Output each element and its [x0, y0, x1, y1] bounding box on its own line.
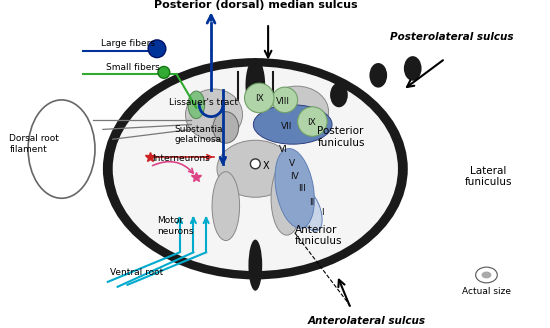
Text: Small fibers: Small fibers [106, 63, 160, 72]
Ellipse shape [188, 91, 205, 119]
Text: I: I [321, 208, 323, 216]
Ellipse shape [212, 172, 240, 240]
Text: Anterolateral sulcus: Anterolateral sulcus [307, 316, 426, 326]
Ellipse shape [265, 86, 328, 137]
Text: IV: IV [290, 172, 299, 181]
Circle shape [298, 107, 327, 136]
Circle shape [272, 87, 298, 113]
Text: III: III [299, 184, 306, 193]
Ellipse shape [370, 63, 387, 88]
Text: Large fibers: Large fibers [101, 39, 155, 48]
Text: VII: VII [281, 122, 293, 131]
Ellipse shape [245, 58, 265, 112]
Ellipse shape [297, 189, 322, 231]
Text: IX: IX [307, 118, 316, 127]
Text: Posterior
funiculus: Posterior funiculus [317, 127, 365, 148]
Text: Ventral root: Ventral root [110, 268, 163, 277]
Ellipse shape [185, 89, 243, 140]
Circle shape [148, 40, 166, 58]
Circle shape [158, 67, 170, 78]
Ellipse shape [275, 149, 315, 228]
Text: Dorsal root
filament: Dorsal root filament [9, 134, 59, 154]
Text: Anterior
funiculus: Anterior funiculus [295, 225, 342, 246]
Ellipse shape [482, 272, 491, 278]
Text: Lissauer's tract: Lissauer's tract [169, 98, 238, 107]
Ellipse shape [213, 112, 239, 143]
Text: Posterolateral sulcus: Posterolateral sulcus [390, 32, 514, 42]
Ellipse shape [113, 67, 398, 271]
Circle shape [245, 83, 274, 113]
Text: II: II [309, 198, 314, 207]
Text: Posterior (dorsal) median sulcus: Posterior (dorsal) median sulcus [153, 0, 357, 10]
Ellipse shape [217, 140, 294, 197]
Ellipse shape [103, 58, 408, 279]
Text: Actual size: Actual size [462, 287, 511, 296]
Ellipse shape [330, 83, 348, 107]
Text: V: V [289, 159, 295, 168]
Ellipse shape [254, 105, 332, 144]
Text: Interneurons: Interneurons [152, 154, 210, 163]
Text: Motor
neurons: Motor neurons [157, 216, 194, 236]
Text: VIII: VIII [276, 97, 290, 106]
Ellipse shape [249, 239, 262, 291]
Text: Substantia
gelatinosa: Substantia gelatinosa [175, 125, 223, 144]
Ellipse shape [404, 56, 421, 81]
Text: IX: IX [255, 94, 263, 103]
Ellipse shape [271, 161, 302, 235]
Text: X: X [262, 161, 269, 171]
Text: Lateral
funiculus: Lateral funiculus [465, 166, 512, 187]
Circle shape [250, 159, 260, 169]
Text: VI: VI [278, 145, 287, 154]
